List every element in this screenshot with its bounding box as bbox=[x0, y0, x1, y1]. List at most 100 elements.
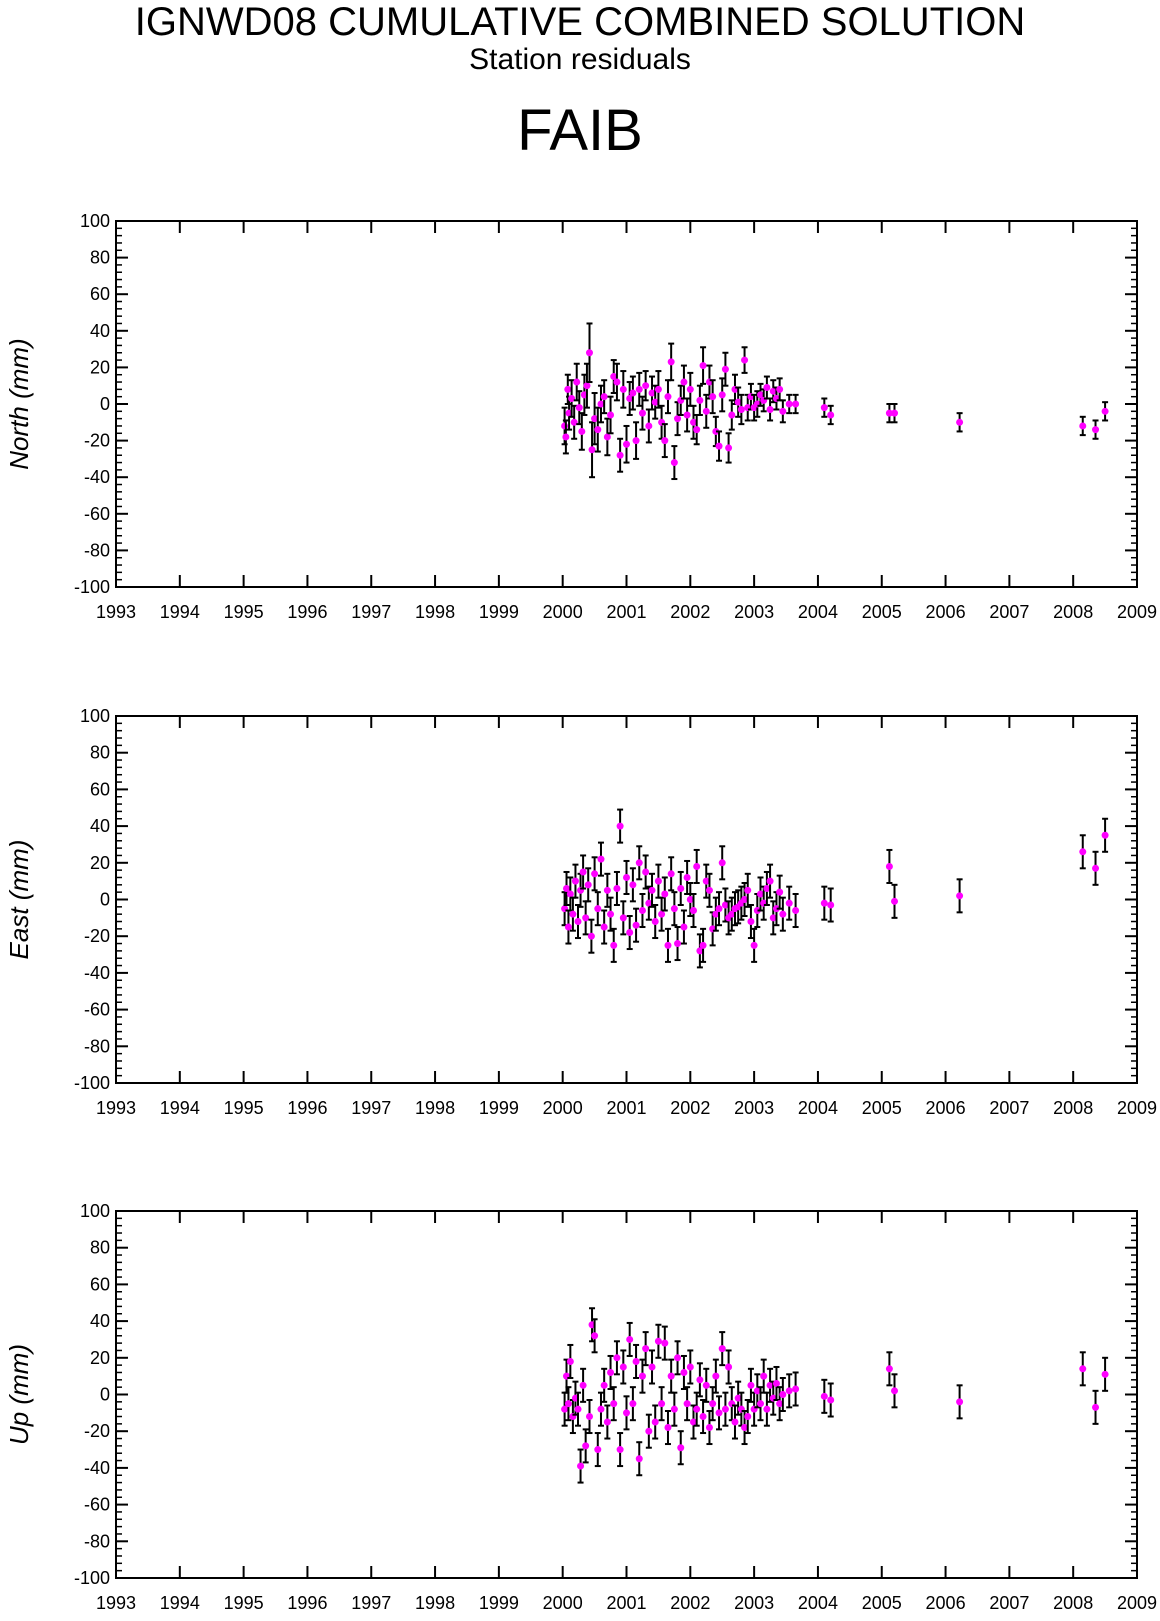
data-point bbox=[607, 411, 615, 419]
y-tick-label: 40 bbox=[90, 321, 110, 341]
data-point bbox=[664, 1424, 672, 1432]
data-point bbox=[702, 407, 710, 415]
x-tick-label: 2005 bbox=[862, 1098, 902, 1118]
data-point bbox=[690, 418, 698, 426]
data-point bbox=[766, 877, 774, 885]
data-point bbox=[776, 888, 784, 896]
data-point bbox=[792, 907, 800, 915]
data-point bbox=[610, 941, 618, 949]
data-point bbox=[648, 389, 656, 397]
chart-subtitle: Station residuals bbox=[469, 43, 691, 76]
data-point bbox=[645, 899, 653, 907]
data-point bbox=[661, 437, 669, 445]
data-point bbox=[597, 400, 605, 408]
data-point bbox=[603, 433, 611, 441]
x-tick-label: 1993 bbox=[96, 1593, 136, 1613]
x-tick-label: 1993 bbox=[96, 1098, 136, 1118]
y-tick-label: -40 bbox=[84, 467, 110, 487]
data-point bbox=[667, 1372, 675, 1380]
y-tick-label: 100 bbox=[80, 706, 110, 726]
data-point bbox=[683, 411, 691, 419]
data-point bbox=[616, 1446, 624, 1454]
y-tick-label: 60 bbox=[90, 779, 110, 799]
data-point bbox=[757, 391, 765, 399]
y-tick-label: 40 bbox=[90, 816, 110, 836]
data-point bbox=[574, 918, 582, 926]
data-point bbox=[651, 398, 659, 406]
data-point bbox=[885, 862, 893, 870]
data-point bbox=[721, 365, 729, 373]
x-tick-label: 2003 bbox=[734, 602, 774, 622]
data-point bbox=[785, 1387, 793, 1395]
data-point bbox=[651, 918, 659, 926]
data-point bbox=[686, 385, 694, 393]
chart-title: IGNWD08 CUMULATIVE COMBINED SOLUTION bbox=[134, 0, 1026, 44]
x-tick-label: 1995 bbox=[224, 1098, 264, 1118]
x-tick-label: 2004 bbox=[798, 1593, 838, 1613]
y-tick-label: -20 bbox=[84, 431, 110, 451]
data-point bbox=[575, 404, 583, 412]
x-tick-label: 1995 bbox=[224, 602, 264, 622]
data-point bbox=[623, 440, 630, 448]
data-point bbox=[718, 391, 726, 399]
data-point bbox=[734, 1394, 742, 1402]
data-point bbox=[619, 1363, 627, 1371]
data-point bbox=[696, 947, 704, 955]
data-point bbox=[820, 1392, 828, 1400]
y-tick-label: 100 bbox=[80, 211, 110, 231]
x-tick-label: 2008 bbox=[1053, 602, 1093, 622]
data-point bbox=[642, 1345, 650, 1353]
data-point bbox=[564, 1400, 572, 1408]
data-point bbox=[741, 1424, 749, 1432]
data-point bbox=[766, 1381, 774, 1389]
data-point bbox=[562, 433, 570, 441]
data-point bbox=[591, 415, 599, 423]
data-point bbox=[561, 422, 569, 430]
data-point bbox=[582, 1442, 590, 1450]
x-tick-label: 1994 bbox=[160, 602, 200, 622]
data-point bbox=[670, 905, 678, 913]
data-point bbox=[600, 1381, 608, 1389]
y-tick-label: 60 bbox=[90, 1274, 110, 1294]
data-point bbox=[779, 1391, 787, 1398]
data-point bbox=[885, 1365, 893, 1373]
data-point bbox=[594, 905, 602, 913]
data-point bbox=[674, 415, 682, 423]
y-tick-label: 80 bbox=[90, 743, 110, 763]
data-point bbox=[785, 400, 793, 408]
x-tick-label: 2004 bbox=[798, 1098, 838, 1118]
data-point bbox=[760, 1372, 768, 1380]
data-point bbox=[680, 1368, 688, 1376]
data-point bbox=[686, 1363, 694, 1371]
data-point bbox=[578, 427, 586, 435]
y-tick-label: 80 bbox=[90, 1238, 110, 1258]
data-point bbox=[699, 941, 707, 949]
data-point bbox=[607, 1368, 615, 1376]
y-tick-label: 20 bbox=[90, 1348, 110, 1368]
data-point bbox=[725, 1363, 733, 1371]
data-point bbox=[610, 1400, 618, 1408]
data-point bbox=[623, 1409, 630, 1417]
data-point bbox=[741, 356, 749, 364]
data-point bbox=[587, 932, 595, 940]
data-point bbox=[661, 890, 669, 898]
x-tick-label: 1998 bbox=[415, 602, 455, 622]
data-point bbox=[820, 899, 828, 907]
data-point bbox=[563, 884, 571, 892]
data-point bbox=[741, 896, 749, 903]
data-point bbox=[721, 901, 729, 909]
data-point bbox=[696, 396, 704, 404]
y-tick-label: 60 bbox=[90, 284, 110, 304]
data-point bbox=[827, 1396, 835, 1404]
data-point bbox=[571, 877, 579, 885]
x-tick-label: 2007 bbox=[989, 1593, 1029, 1613]
data-point bbox=[715, 442, 723, 450]
data-point bbox=[763, 384, 771, 392]
data-point bbox=[744, 886, 752, 894]
panel-0: 1993 1994 1995 1996 1997 1998 1999 2000 2001 2002… bbox=[4, 211, 1157, 622]
data-point bbox=[638, 907, 646, 915]
x-tick-label: 1997 bbox=[351, 602, 391, 622]
data-point bbox=[747, 918, 755, 926]
data-point bbox=[591, 1332, 599, 1340]
data-point bbox=[779, 910, 787, 918]
